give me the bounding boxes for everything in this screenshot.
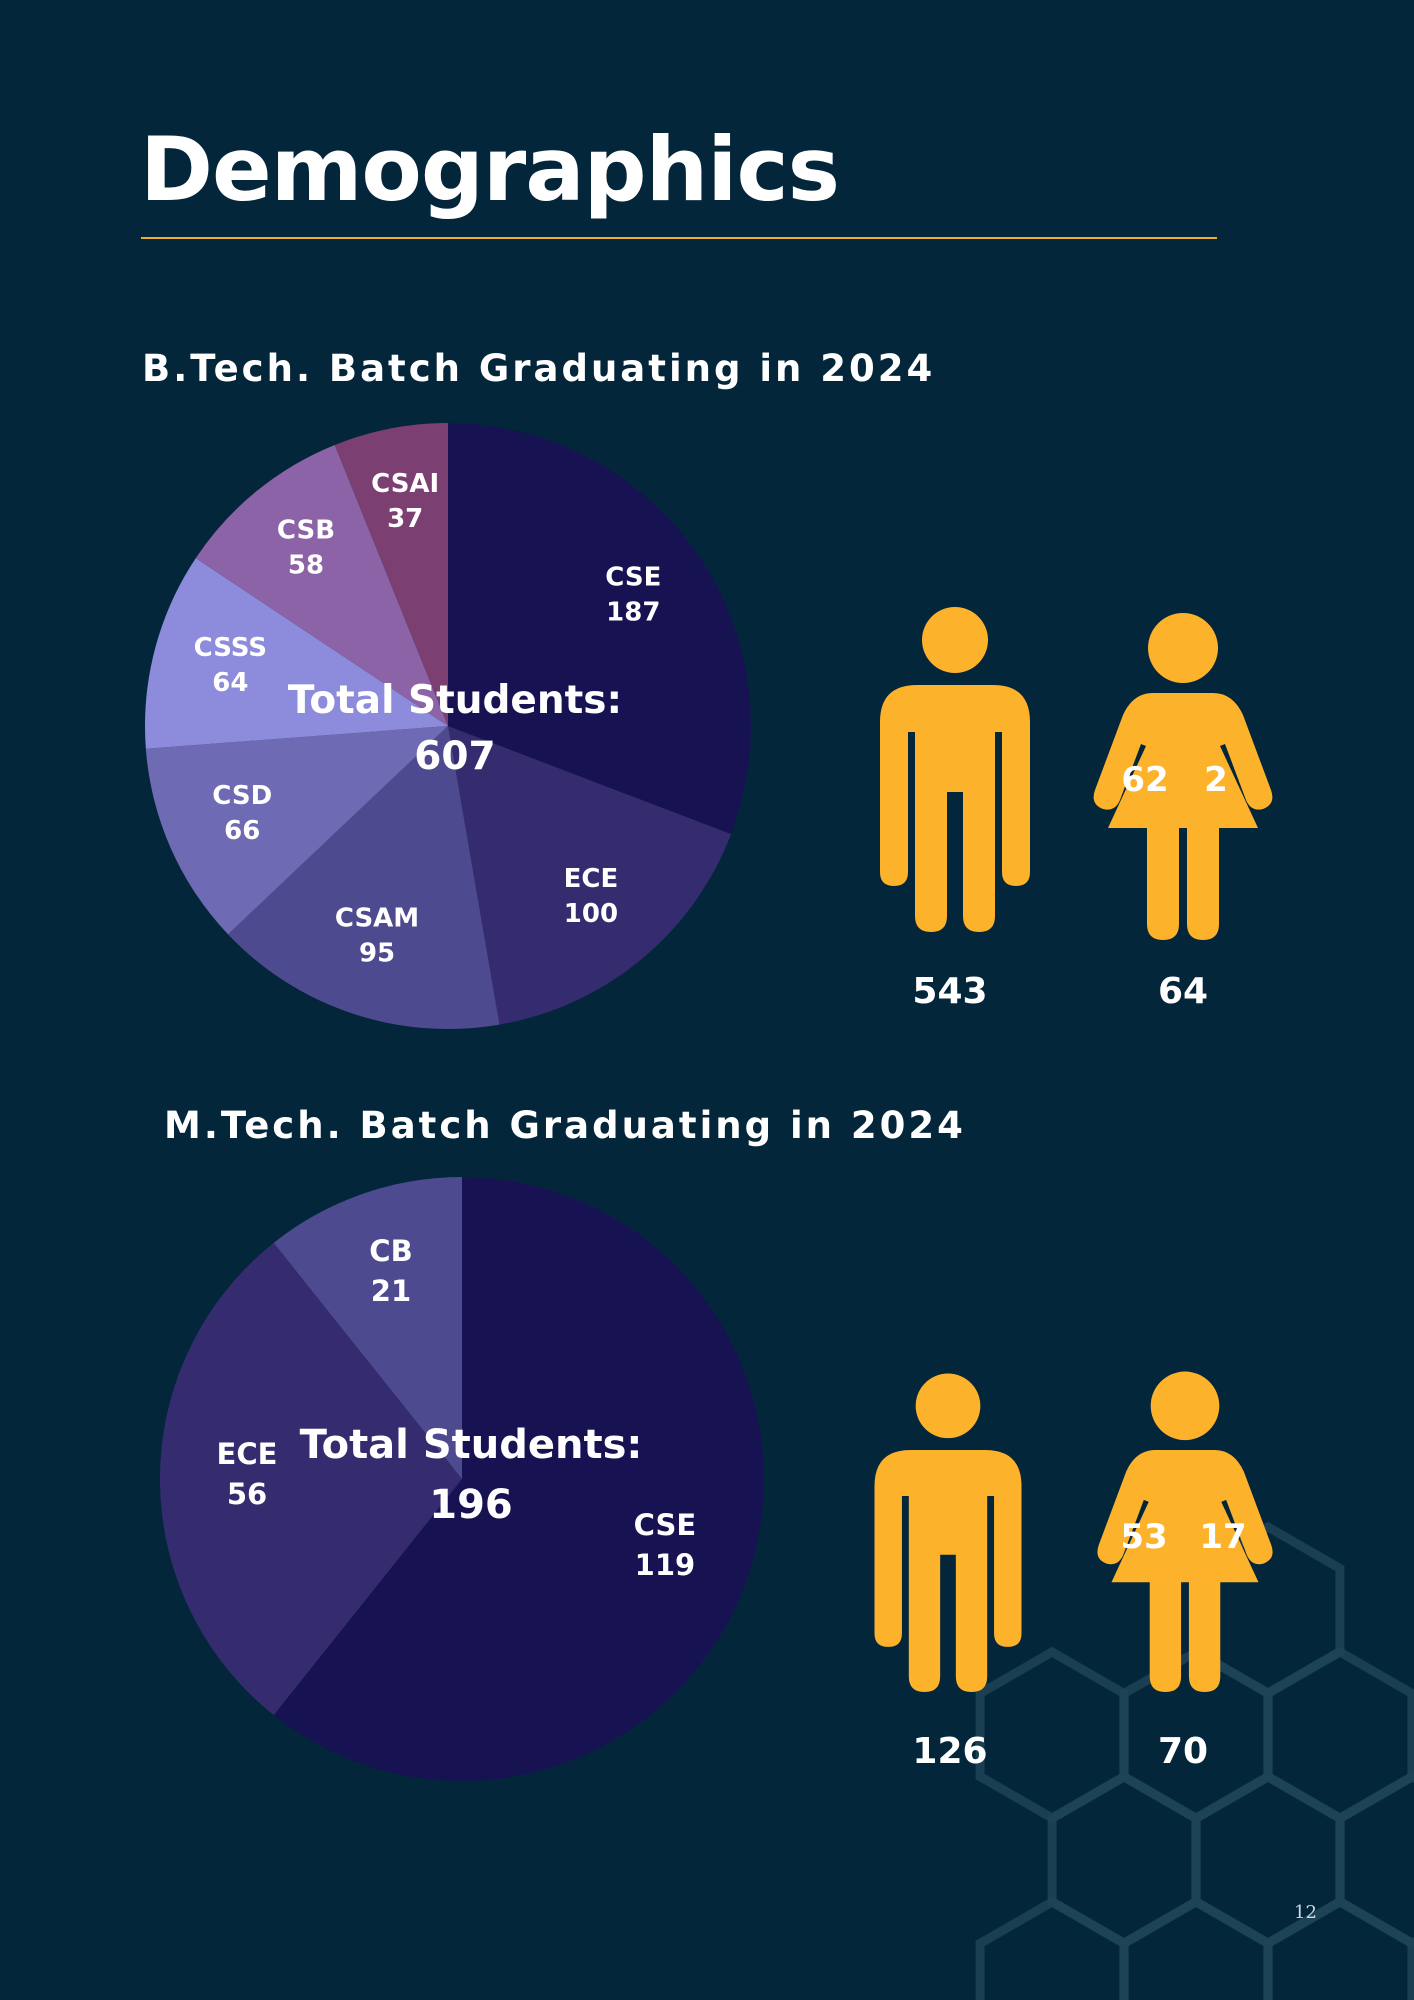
pie-label-ece: ECE (564, 864, 619, 894)
pie-value-ece: 56 (227, 1477, 267, 1511)
hexagon-shape (1263, 1896, 1414, 2000)
pie-value-csb: 58 (288, 551, 324, 581)
title-underline (141, 237, 1217, 239)
btech-total-label: Total Students: (288, 678, 622, 723)
pie-value-ece: 100 (564, 899, 618, 929)
mtech-pie-chart: CSE 119 ECE 56 CB 21 (160, 1177, 764, 1781)
mtech-heading: M.Tech. Batch Graduating in 2024 (164, 1104, 966, 1147)
pie-label-csb: CSB (277, 515, 335, 545)
pie-value-cb: 21 (371, 1274, 411, 1308)
btech-male-icon (880, 607, 1030, 932)
btech-heading: B.Tech. Batch Graduating in 2024 (142, 347, 936, 390)
pie-label-cse: CSE (634, 1508, 697, 1542)
pie-slice-csb (195, 444, 448, 726)
pie-slice-csam (228, 726, 500, 1029)
pie-slice-csss (145, 558, 448, 749)
pie-label-csam: CSAM (335, 904, 419, 934)
btech-total-value: 607 (414, 734, 495, 779)
pie-slice-cb (273, 1177, 462, 1479)
mtech-male-icon (874, 1373, 1022, 1692)
pie-slice-ece (160, 1242, 462, 1716)
mtech-total-value: 196 (429, 1482, 513, 1528)
page-title: Demographics (140, 118, 840, 221)
pie-label-cse: CSE (605, 562, 661, 592)
mtech-female-a-count: 53 (1120, 1517, 1167, 1557)
pie-value-csai: 37 (387, 504, 423, 534)
pie-value-csss: 64 (212, 668, 248, 698)
pie-slice-csd (145, 726, 448, 935)
hexagon-pattern (975, 1521, 1414, 2000)
pie-label-csai: CSAI (371, 469, 439, 499)
btech-female-b-count: 2 (1204, 760, 1228, 800)
mtech-total-label: Total Students: (300, 1422, 643, 1468)
pie-value-cse: 119 (635, 1548, 696, 1582)
pie-label-csss: CSSS (194, 633, 267, 663)
btech-female-a-count: 62 (1121, 760, 1168, 800)
pie-label-ece: ECE (217, 1437, 278, 1471)
pie-slice-cse (448, 423, 751, 835)
pie-value-csd: 66 (224, 816, 260, 846)
page-number: 12 (1294, 1902, 1317, 1923)
btech-female-count: 64 (1158, 971, 1208, 1012)
hexagon-shape (1119, 1896, 1273, 2000)
hexagon-shape (975, 1896, 1129, 2000)
mtech-male-count: 126 (912, 1731, 987, 1772)
pie-label-cb: CB (369, 1234, 412, 1268)
pie-label-csd: CSD (212, 781, 272, 811)
pie-slice-csai (334, 423, 448, 726)
pie-slice-cse (273, 1177, 764, 1781)
pie-value-cse: 187 (606, 598, 660, 628)
btech-male-count: 543 (912, 971, 987, 1012)
mtech-female-count: 70 (1158, 1731, 1208, 1772)
pie-value-csam: 95 (359, 939, 395, 969)
mtech-female-b-count: 17 (1199, 1517, 1246, 1557)
hexagon-shape (1335, 1771, 1414, 1949)
pie-slice-ece (448, 726, 732, 1025)
btech-pie-chart: CSE 187 ECE 100 CSAM 95 CSD 66 CSSS 64 CSB 58 CSAI 37 (145, 423, 751, 1029)
